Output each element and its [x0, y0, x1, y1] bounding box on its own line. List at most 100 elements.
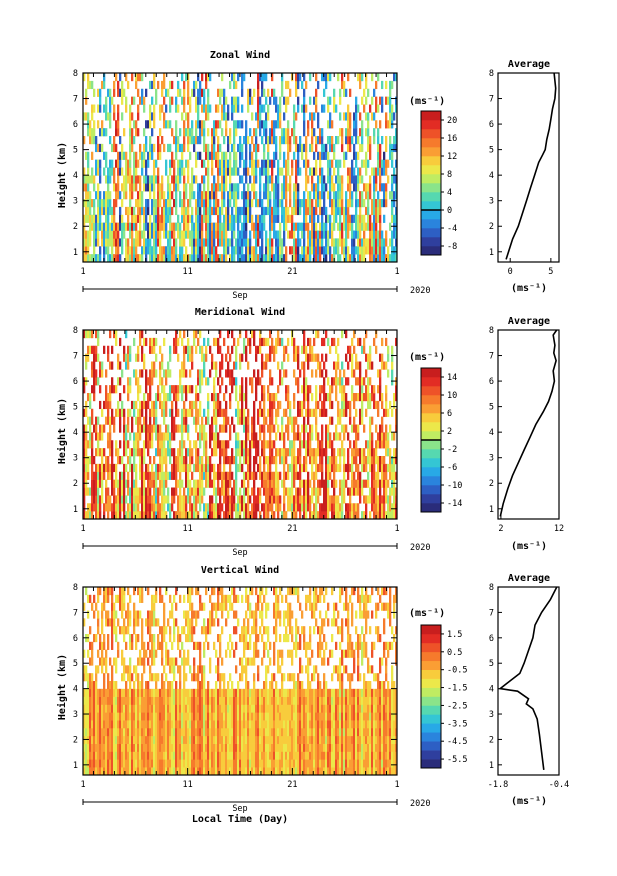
heatmap-cell [177, 159, 180, 168]
heatmap-cell [103, 238, 106, 247]
heatmap-cell [185, 456, 188, 465]
heatmap-cell [257, 448, 260, 457]
heatmap-cell [277, 330, 280, 339]
heatmap-cell [177, 408, 180, 417]
colorbar-swatch [421, 422, 441, 432]
heatmap-cell [315, 254, 318, 263]
heatmap-cell [387, 353, 390, 362]
heatmap-cell [189, 408, 192, 417]
heatmap-cell [223, 440, 226, 449]
heatmap-cell [259, 214, 262, 223]
heatmap-cell [333, 88, 336, 97]
heatmap-cell [107, 610, 110, 619]
heatmap-cell [353, 440, 356, 449]
heatmap-cell [245, 385, 248, 394]
heatmap-cell [105, 594, 108, 603]
heatmap-cell [293, 432, 296, 441]
heatmap-cell [271, 254, 274, 263]
heatmap-cell [309, 479, 312, 488]
heatmap-cell [241, 230, 244, 239]
heatmap-cell [365, 440, 368, 449]
heatmap-cell [273, 353, 276, 362]
heatmap-cell [183, 487, 186, 496]
heatmap-cell [101, 479, 104, 488]
heatmap-cell [207, 222, 210, 231]
heatmap-cell [245, 353, 248, 362]
heatmap-cell [185, 416, 188, 425]
heatmap-cell [361, 199, 364, 208]
heatmap-cell [301, 80, 304, 90]
heatmap-cell [261, 369, 264, 378]
heatmap-cell [337, 199, 340, 208]
heatmap-cell [245, 214, 248, 223]
heatmap-cell [377, 471, 380, 480]
heatmap-cell [171, 408, 174, 417]
heatmap-cell [223, 88, 226, 97]
heatmap-cell [133, 337, 136, 347]
heatmap-cell [91, 602, 94, 611]
heatmap-cell [383, 167, 386, 176]
heatmap-cell [251, 424, 254, 433]
heatmap-cell [275, 136, 278, 145]
heatmap-cell [259, 104, 262, 113]
heatmap-cell [347, 503, 350, 512]
heatmap-cell [151, 175, 154, 184]
heatmap-cell [171, 448, 174, 457]
heatmap-cell [229, 369, 232, 378]
zonal-y-label: Height (km) [56, 142, 68, 208]
heatmap-cell [97, 767, 100, 776]
heatmap-cell [179, 385, 182, 394]
heatmap-cell [241, 393, 244, 402]
heatmap-cell [315, 88, 318, 97]
heatmap-cell [229, 159, 232, 168]
heatmap-cell [353, 424, 356, 433]
heatmap-cell [145, 222, 148, 231]
heatmap-cell [93, 728, 96, 737]
heatmap-cell [311, 495, 314, 504]
heatmap-cell [91, 385, 94, 394]
heatmap-cell [91, 688, 94, 697]
heatmap-cells [83, 587, 398, 776]
heatmap-cell [219, 238, 222, 247]
heatmap-cell [93, 704, 96, 713]
heatmap-cell [89, 594, 92, 603]
heatmap-cell [357, 136, 360, 145]
heatmap-cell [247, 214, 250, 223]
heatmap-cell [343, 246, 346, 255]
heatmap-cell [149, 471, 152, 480]
heatmap-cell [351, 487, 354, 496]
heatmap-cell [201, 73, 204, 82]
heatmap-cell [341, 479, 344, 488]
heatmap-cell [241, 448, 244, 457]
heatmap-cell [287, 503, 290, 512]
heatmap-cell [255, 495, 258, 504]
heatmap-cell [223, 448, 226, 457]
heatmap-cell [303, 222, 306, 231]
heatmap-cell [303, 400, 306, 410]
heatmap-cell [255, 503, 258, 512]
heatmap-cell [215, 159, 218, 168]
heatmap-cell [201, 159, 204, 168]
heatmap-cell [355, 183, 358, 192]
heatmap-cell [225, 456, 228, 465]
heatmap-cell [269, 448, 272, 457]
heatmap-cell [141, 230, 144, 239]
heatmap-cell [195, 175, 198, 184]
heatmap-cell [269, 377, 272, 386]
heatmap-cell [309, 112, 312, 121]
heatmap-cell [363, 424, 366, 433]
heatmap-cell [83, 511, 86, 520]
heatmap-cell [269, 432, 272, 441]
heatmap-cell [95, 432, 98, 441]
heatmap-cell [349, 511, 352, 520]
heatmap-cell [131, 511, 134, 520]
heatmap-cell [313, 167, 316, 176]
heatmap-cell [95, 353, 98, 362]
average-y-tick-label: 2 [489, 479, 494, 489]
heatmap-cell [369, 377, 372, 386]
average-y-tick-label: 4 [489, 171, 494, 181]
heatmap-cell [233, 254, 236, 263]
heatmap-cell [353, 511, 356, 520]
heatmap-cell [273, 254, 276, 263]
heatmap-cell [389, 136, 392, 145]
